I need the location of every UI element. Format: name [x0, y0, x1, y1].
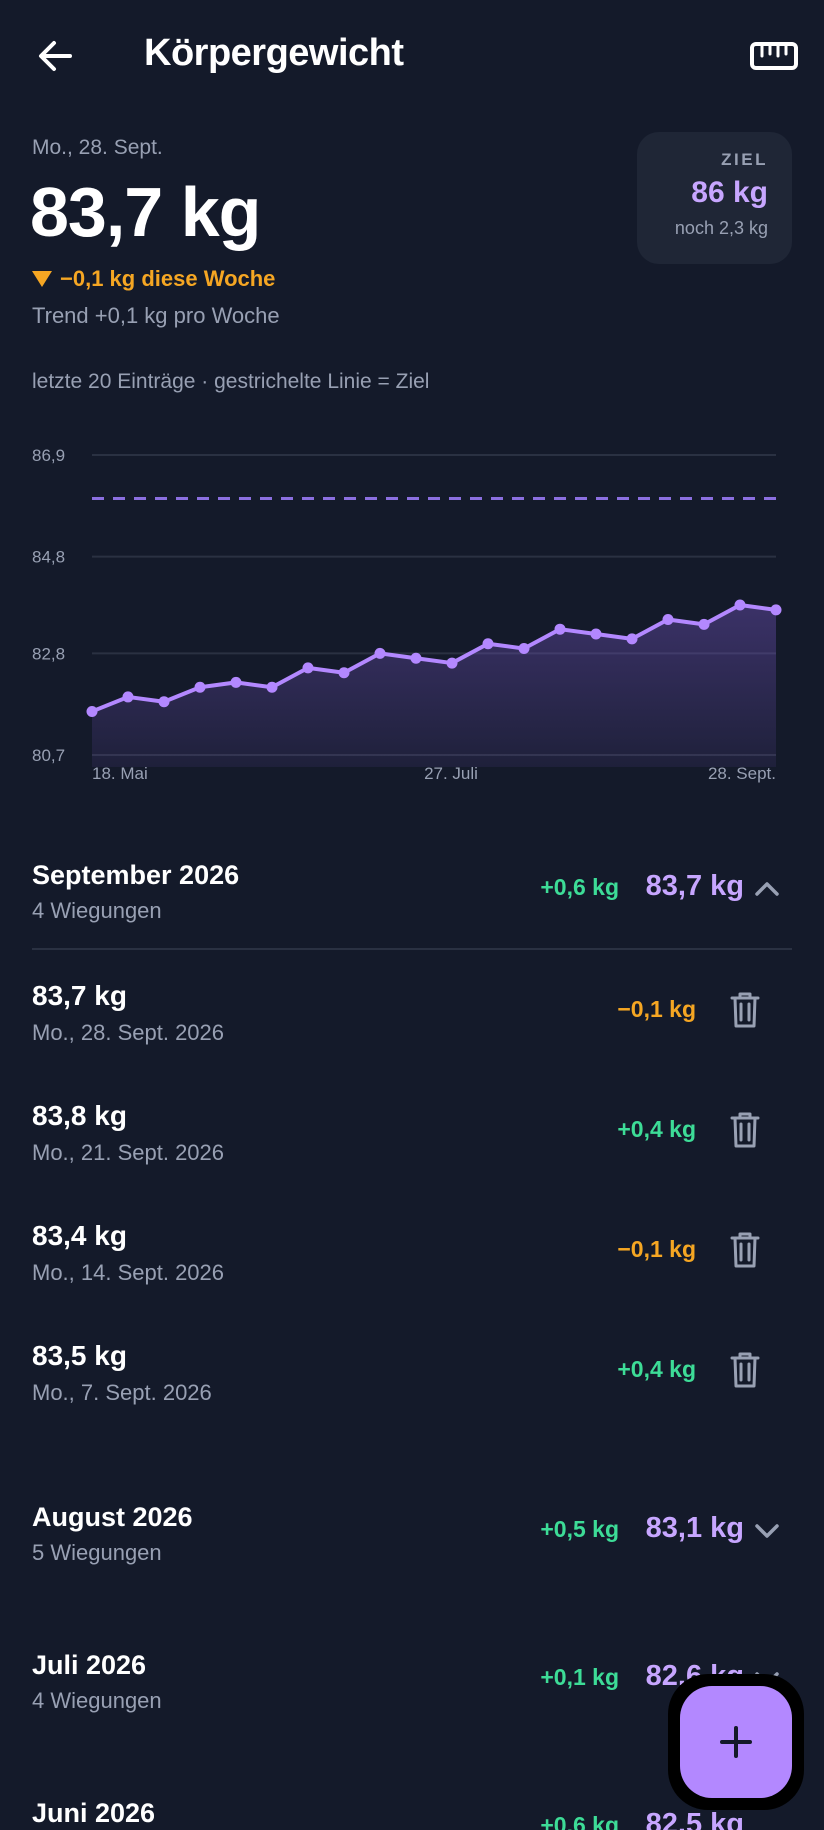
triangle-down-icon [32, 271, 52, 287]
y-tick-label: 84,8 [32, 548, 65, 567]
x-tick-label: 28. Sept. [708, 764, 776, 783]
data-point [410, 652, 422, 664]
group-count: 4 Wiegungen [32, 898, 162, 923]
group-title: Juli 2026 [32, 1650, 147, 1680]
data-point [554, 623, 566, 635]
chart-area-fill [92, 605, 776, 767]
top-app-bar: Körpergewicht [0, 0, 824, 112]
goal-value: 86 kg [691, 176, 768, 209]
data-point [662, 614, 674, 626]
entry-weight: 83,5 kg [32, 1340, 127, 1371]
trend-text: Trend +0,1 kg pro Woche [32, 303, 280, 328]
month-group-august[interactable]: August 2026 5 Wiegungen +0,5 kg 83,1 kg [0, 1502, 824, 1592]
y-tick-label: 80,7 [32, 746, 65, 765]
entry-date: Mo., 28. Sept. 2026 [32, 1020, 225, 1045]
data-point [374, 647, 386, 659]
data-point [266, 681, 278, 693]
weight-chart: 86,9 84,8 82,8 80,7 18. Mai 27. Juli 28. Sept… [32, 446, 782, 783]
entry-delta: −0,1 kg [617, 1236, 696, 1262]
trash-icon[interactable] [728, 1350, 762, 1390]
entry-weight: 83,8 kg [32, 1100, 127, 1131]
group-title: Juni 2026 [32, 1798, 156, 1828]
week-change: −0,1 kg diese Woche [32, 266, 275, 292]
x-tick-label: 27. Juli [424, 764, 478, 783]
data-point [482, 638, 494, 650]
chart-note: letzte 20 Einträge · gestrichelte Linie … [32, 370, 430, 393]
list-item[interactable]: 83,8 kg Mo., 21. Sept. 2026 +0,4 kg [0, 1100, 824, 1200]
data-point [698, 618, 710, 630]
group-average: 83,1 kg [645, 1512, 744, 1544]
week-change-label: −0,1 kg diese Woche [60, 266, 276, 291]
entry-delta: +0,4 kg [617, 1356, 696, 1382]
entry-weight: 83,7 kg [32, 980, 127, 1011]
list-item[interactable]: 83,5 kg Mo., 7. Sept. 2026 +0,4 kg [0, 1340, 824, 1440]
trash-icon[interactable] [728, 1110, 762, 1150]
entry-date: Mo., 7. Sept. 2026 [32, 1380, 212, 1405]
y-tick-label: 82,8 [32, 644, 65, 663]
current-weight: 83,7 kg [30, 173, 261, 251]
entry-date: Mo., 14. Sept. 2026 [32, 1260, 225, 1285]
data-point [590, 628, 602, 640]
entry-weight: 83,4 kg [32, 1220, 127, 1251]
group-delta: +0,5 kg [540, 1516, 619, 1542]
group-average: 82,5 kg [645, 1808, 744, 1830]
entry-delta: +0,4 kg [617, 1116, 696, 1142]
add-entry-button[interactable] [680, 1686, 792, 1798]
data-point [770, 604, 782, 616]
month-group-september[interactable]: September 2026 4 Wiegungen +0,6 kg 83,7 … [0, 860, 824, 950]
x-tick-label: 18. Mai [92, 764, 148, 783]
group-title: September 2026 [32, 860, 240, 890]
trash-icon[interactable] [728, 1230, 762, 1270]
data-point [230, 676, 242, 688]
data-point [338, 667, 350, 679]
group-delta: +0,1 kg [540, 1664, 619, 1690]
month-group-june[interactable]: Juni 2026 +0,6 kg 82,5 kg [0, 1798, 824, 1830]
data-point [446, 657, 458, 669]
series-line [91, 603, 777, 714]
group-count: 4 Wiegungen [32, 1688, 162, 1713]
plus-icon [720, 1726, 752, 1758]
goal-label: ZIEL [721, 150, 768, 169]
group-count: 5 Wiegungen [32, 1540, 162, 1565]
trash-icon[interactable] [728, 990, 762, 1030]
goal-card[interactable]: ZIEL 86 kg noch 2,3 kg [637, 132, 792, 264]
arrow-left-icon[interactable] [30, 30, 82, 82]
y-tick-label: 86,9 [32, 446, 65, 465]
data-point [194, 681, 206, 693]
group-average: 83,7 kg [645, 870, 744, 902]
divider [32, 948, 792, 950]
current-date: Mo., 28. Sept. [32, 136, 163, 159]
data-point [302, 662, 314, 674]
ruler-icon[interactable] [748, 36, 800, 76]
data-point [518, 643, 530, 655]
group-title: August 2026 [32, 1502, 193, 1532]
list-item[interactable]: 83,4 kg Mo., 14. Sept. 2026 −0,1 kg [0, 1220, 824, 1320]
entry-date: Mo., 21. Sept. 2026 [32, 1140, 225, 1165]
chevron-up-icon[interactable] [750, 872, 784, 906]
chevron-down-icon[interactable] [750, 1514, 784, 1548]
list-item[interactable]: 83,7 kg Mo., 28. Sept. 2026 −0,1 kg [0, 980, 824, 1080]
data-point [734, 599, 746, 611]
entry-delta: −0,1 kg [617, 996, 696, 1022]
data-point [122, 691, 134, 703]
goal-remaining: noch 2,3 kg [674, 218, 768, 238]
group-delta: +0,6 kg [540, 1812, 619, 1830]
data-point [626, 633, 638, 645]
data-point [86, 705, 98, 717]
page-title: Körpergewicht [144, 32, 404, 74]
data-point [158, 696, 170, 708]
group-delta: +0,6 kg [540, 874, 619, 900]
